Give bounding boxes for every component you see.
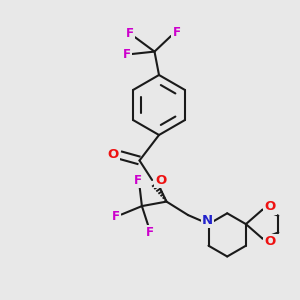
Text: O: O xyxy=(155,174,166,187)
Text: F: F xyxy=(172,26,180,39)
Text: O: O xyxy=(264,235,275,248)
Text: F: F xyxy=(146,226,153,239)
Text: O: O xyxy=(264,200,275,213)
Text: F: F xyxy=(126,27,134,40)
Text: N: N xyxy=(202,214,213,227)
Text: F: F xyxy=(134,174,142,187)
Text: F: F xyxy=(112,209,119,223)
Text: O: O xyxy=(107,148,119,161)
Text: F: F xyxy=(123,48,130,61)
